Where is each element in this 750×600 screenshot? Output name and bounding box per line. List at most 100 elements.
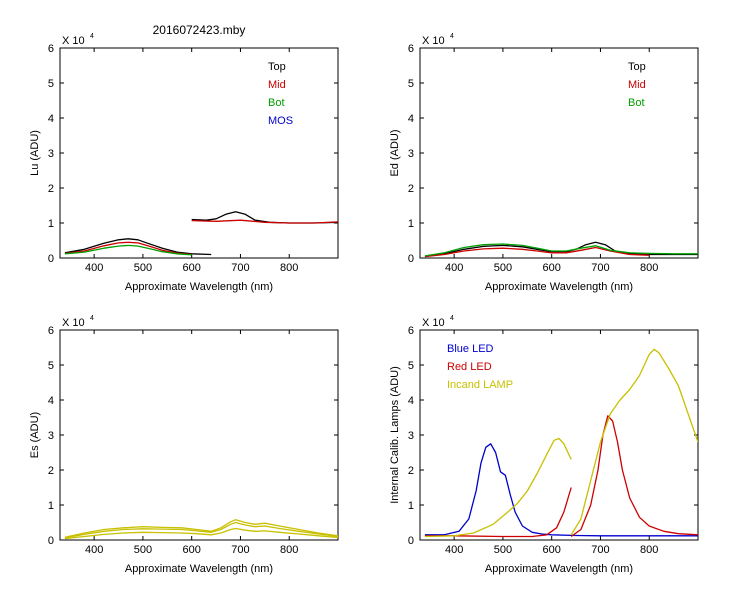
lu-ytick-label: 3 [48, 148, 54, 160]
calib-series-incand-lamp [424, 437, 572, 538]
calib-x-axis-label: Approximate Wavelength (nm) [485, 563, 633, 575]
ed-ytick-label: 5 [408, 78, 414, 90]
ed-x-axis-label: Approximate Wavelength (nm) [485, 281, 633, 293]
lu-ytick-label: 0 [48, 253, 54, 265]
es-xtick-label: 700 [231, 544, 249, 556]
es-xtick-label: 500 [134, 544, 152, 556]
ed-series-group [424, 241, 698, 258]
ed-xtick-label: 700 [591, 262, 609, 274]
es-series-es-3 [64, 527, 338, 540]
calib-xtick-label: 400 [445, 544, 463, 556]
es-ytick-label: 0 [48, 535, 54, 547]
ed-xtick-label: 500 [494, 262, 512, 274]
lu-ytick-label: 1 [48, 218, 54, 230]
es-ytick-label: 6 [48, 325, 54, 337]
ed-series-bot [424, 243, 698, 257]
lu-x-axis-label: Approximate Wavelength (nm) [125, 281, 273, 293]
ed-y-axis-label: Ed (ADU) [389, 129, 401, 176]
calib-axis-exponent: X 10 [422, 317, 445, 329]
calib-panel: 0 1 2 3 4 5 6 400 500 600 700 800 Approximate Wavele… [389, 315, 699, 575]
ed-ytick-label: 3 [408, 148, 414, 160]
lu-axis-exponent: X 10 [62, 35, 85, 47]
ed-series-mid [424, 246, 650, 258]
ed-axis-exponent: X 10 [422, 35, 445, 47]
ed-xtick-label: 800 [640, 262, 658, 274]
es-series-es-1 [64, 519, 338, 538]
ed-legend-mid: Mid [628, 79, 646, 91]
es-series-es-2 [64, 521, 338, 539]
lu-series-bot [64, 244, 192, 256]
lu-legend-top: Top [268, 61, 286, 73]
lu-ytick-label: 4 [48, 113, 54, 125]
calib-series-red-led [570, 415, 698, 538]
ed-legend-top: Top [628, 61, 646, 73]
lu-y-axis-label: Lu (ADU) [29, 130, 41, 176]
lu-ytick-label: 6 [48, 43, 54, 55]
ed-ytick-label: 4 [408, 113, 414, 125]
calib-xtick-label: 600 [543, 544, 561, 556]
lu-ytick-label: 5 [48, 78, 54, 90]
ed-ytick-label: 0 [408, 253, 414, 265]
calib-xtick-label: 700 [591, 544, 609, 556]
calib-series-red-led [424, 487, 572, 538]
es-plot-frame [59, 329, 339, 541]
lu-panel: 0 1 2 3 4 5 6 400 500 600 700 800 Approximate Wavele… [29, 33, 339, 293]
es-x-axis-label: Approximate Wavelength (nm) [125, 563, 273, 575]
calib-legend-red-led: Red LED [447, 361, 492, 373]
calib-ytick-label: 4 [408, 395, 414, 407]
ed-legend-bot: Bot [628, 97, 645, 109]
ed-ytick-label: 1 [408, 218, 414, 230]
calib-y-axis-label: Internal Calib. Lamps (ADU) [389, 366, 401, 504]
calib-ytick-label: 0 [408, 535, 414, 547]
calib-ytick-label: 2 [408, 465, 414, 477]
lu-xtick-label: 400 [85, 262, 103, 274]
calib-series-incand-lamp [570, 348, 698, 536]
lu-axis-exponent-power: 4 [90, 33, 94, 40]
ed-ytick-label: 6 [408, 43, 414, 55]
es-panel: 0 1 2 3 4 5 6 400 500 600 700 800 Approximate Wavele… [29, 315, 339, 575]
lu-ytick-label: 2 [48, 183, 54, 195]
calib-series-group [424, 348, 698, 538]
es-ytick-label: 2 [48, 465, 54, 477]
calib-legend-incand-lamp: Incand LAMP [447, 379, 513, 391]
es-y-axis-label: Es (ADU) [29, 412, 41, 458]
lu-xtick-label: 600 [183, 262, 201, 274]
lu-series-mid [191, 219, 338, 224]
ed-xtick-label: 600 [543, 262, 561, 274]
ed-plot-frame [419, 47, 699, 259]
es-ytick-label: 4 [48, 395, 54, 407]
ed-panel: 0 1 2 3 4 5 6 400 500 600 700 800 Approximate Wavele… [389, 33, 699, 293]
lu-legend-mos: MOS [268, 115, 293, 127]
lu-plot-frame [59, 47, 339, 259]
figure-title: 2016072423.mby [153, 23, 246, 37]
es-xtick-label: 400 [85, 544, 103, 556]
es-ytick-label: 5 [48, 360, 54, 372]
lu-xtick-label: 800 [280, 262, 298, 274]
lu-xtick-label: 500 [134, 262, 152, 274]
es-axis-exponent-power: 4 [90, 315, 94, 322]
ed-axis-exponent-power: 4 [450, 33, 454, 40]
ed-series-top [424, 241, 698, 257]
es-xtick-label: 600 [183, 544, 201, 556]
ed-xtick-label: 400 [445, 262, 463, 274]
calib-series-blue-led [424, 443, 698, 537]
lu-series-group [64, 211, 338, 256]
es-ytick-label: 3 [48, 430, 54, 442]
es-series-group [64, 519, 338, 540]
lu-series-mid [64, 241, 192, 256]
es-axis-exponent: X 10 [62, 317, 85, 329]
calib-axis-exponent-power: 4 [450, 315, 454, 322]
lu-legend-bot: Bot [268, 97, 285, 109]
calib-ytick-label: 6 [408, 325, 414, 337]
lu-series-top [64, 238, 212, 256]
calib-legend-blue-led: Blue LED [447, 343, 494, 355]
lu-legend-mid: Mid [268, 79, 286, 91]
calib-ytick-label: 1 [408, 500, 414, 512]
es-xtick-label: 800 [280, 544, 298, 556]
es-ytick-label: 1 [48, 500, 54, 512]
calib-ytick-label: 3 [408, 430, 414, 442]
calib-xtick-label: 500 [494, 544, 512, 556]
calib-ytick-label: 5 [408, 360, 414, 372]
calib-xtick-label: 800 [640, 544, 658, 556]
